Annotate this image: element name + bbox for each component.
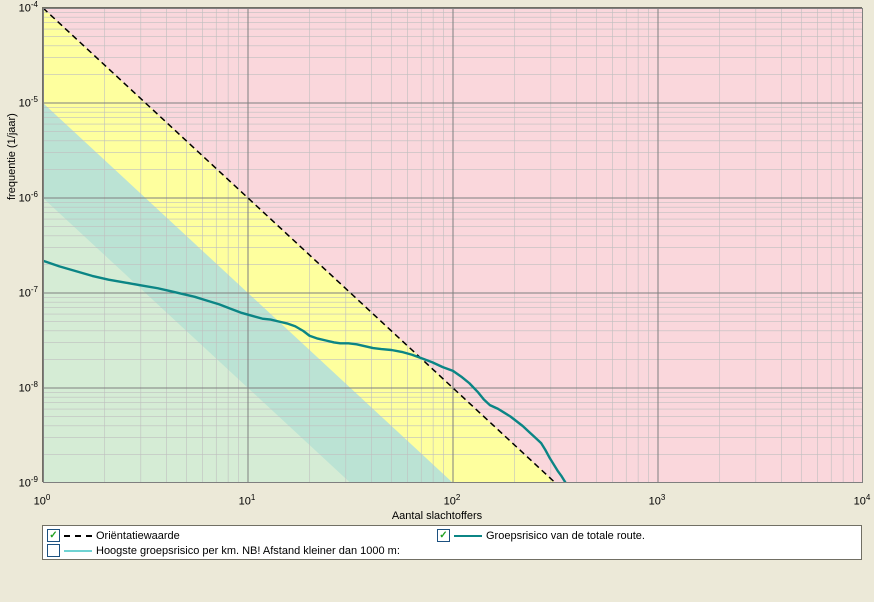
legend-checkbox[interactable]: ✓	[437, 529, 450, 542]
y-tick-label: 10-9	[4, 475, 38, 490]
x-tick-label: 102	[444, 493, 461, 508]
legend-panel: ✓ Oriëntatiewaarde ✓ Groepsrisico van de to…	[42, 525, 862, 560]
chart-svg	[43, 8, 863, 483]
y-tick-label: 10-6	[4, 190, 38, 205]
x-tick-label: 104	[854, 493, 871, 508]
legend-swatch	[64, 550, 92, 552]
x-tick-label: 100	[34, 493, 51, 508]
legend-label: Oriëntatiewaarde	[96, 530, 180, 542]
y-tick-label: 10-7	[4, 285, 38, 300]
y-tick-label: 10-5	[4, 95, 38, 110]
legend-checkbox[interactable]: ✓	[47, 529, 60, 542]
plot-area	[42, 7, 862, 482]
x-axis-label: Aantal slachtoffers	[0, 510, 874, 522]
x-tick-label: 101	[239, 493, 256, 508]
legend-label: Hoogste groepsrisico per km. NB! Afstand…	[96, 545, 400, 557]
legend-label: Groepsrisico van de totale route.	[486, 530, 645, 542]
y-tick-label: 10-4	[4, 0, 38, 15]
legend-checkbox[interactable]	[47, 544, 60, 557]
x-tick-label: 103	[649, 493, 666, 508]
legend-swatch	[454, 535, 482, 537]
legend-item: ✓ Oriëntatiewaarde	[47, 528, 437, 543]
legend-item: ✓ Groepsrisico van de totale route.	[437, 528, 645, 543]
legend-item: Hoogste groepsrisico per km. NB! Afstand…	[47, 543, 400, 558]
y-axis-label: frequentie (1/jaar)	[6, 113, 18, 200]
y-tick-label: 10-8	[4, 380, 38, 395]
legend-swatch	[64, 535, 92, 537]
